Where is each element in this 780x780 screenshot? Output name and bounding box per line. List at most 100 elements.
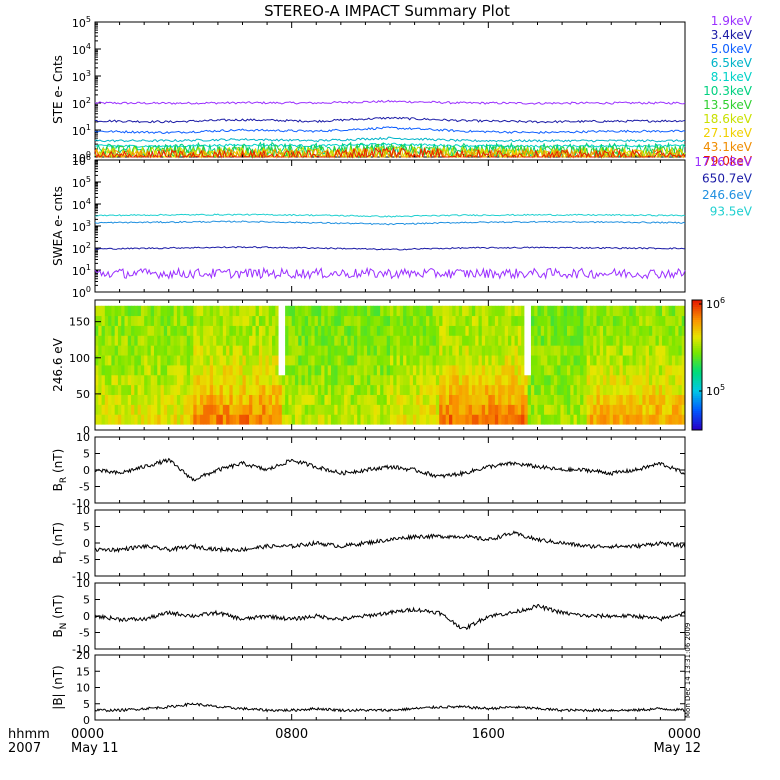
pad-cell xyxy=(412,394,417,405)
pad-cell xyxy=(95,374,99,386)
pad-cell xyxy=(347,374,352,386)
pad-cell xyxy=(560,374,565,386)
pad-cell xyxy=(314,414,319,425)
pad-cell xyxy=(658,305,663,317)
pad-cell xyxy=(347,404,352,415)
pad-cell xyxy=(350,414,355,425)
pad-cell xyxy=(104,404,109,415)
pad-cell xyxy=(612,384,617,396)
pad-cell xyxy=(380,325,384,336)
pad-cell xyxy=(435,305,440,317)
pad-cell xyxy=(294,345,299,356)
pad-cell xyxy=(137,374,142,386)
pad-cell xyxy=(678,335,683,346)
pad-cell xyxy=(104,365,109,376)
pad-cell xyxy=(249,305,253,317)
pad-cell xyxy=(544,414,548,425)
pad-cell xyxy=(344,355,348,366)
pad-cell xyxy=(452,384,456,396)
pad-cell xyxy=(609,414,614,425)
pad-cell xyxy=(255,394,260,405)
colorbar-segment xyxy=(692,427,702,431)
pad-cell xyxy=(373,325,378,336)
pad-cell xyxy=(468,305,473,317)
pad-cell xyxy=(357,404,361,415)
pad-cell xyxy=(170,394,175,405)
pad-cell xyxy=(635,305,640,317)
pad-cell xyxy=(353,384,358,396)
pad-cell xyxy=(199,345,204,356)
pad-cell xyxy=(311,404,316,415)
pad-cell xyxy=(291,335,296,346)
pad-cell xyxy=(206,325,211,336)
pad-cell xyxy=(183,355,188,366)
pad-cell xyxy=(160,374,165,386)
pad-cell xyxy=(134,404,139,415)
pad-cell xyxy=(180,374,184,386)
pad-cell xyxy=(567,404,571,415)
pad-cell xyxy=(412,355,417,366)
pad-cell xyxy=(150,345,155,356)
pad-cell xyxy=(586,374,591,386)
pad-cell xyxy=(353,394,358,405)
pad-cell xyxy=(390,365,394,376)
swea-series-93.5eV xyxy=(95,213,686,218)
pad-cell xyxy=(170,365,175,376)
pad-cell xyxy=(337,345,342,356)
pad-cell xyxy=(540,414,545,425)
pad-cell xyxy=(281,325,286,336)
pad-cell xyxy=(239,335,243,346)
pad-cell xyxy=(363,315,368,326)
pad-cell xyxy=(589,315,594,326)
pad-cell xyxy=(645,365,650,376)
pad-cell xyxy=(583,414,588,425)
pad-cell xyxy=(314,345,319,356)
pad-cell xyxy=(167,335,171,346)
pad-cell xyxy=(275,315,279,326)
pad-cell xyxy=(642,325,647,336)
pad-cell xyxy=(609,315,614,326)
pad-cell xyxy=(550,345,555,356)
colorbar-segment xyxy=(692,339,702,342)
pad-cell xyxy=(652,305,656,317)
pad-cell xyxy=(393,315,397,326)
pad-cell xyxy=(622,414,627,425)
pad-cell xyxy=(390,345,394,356)
pad-cell xyxy=(616,355,620,366)
pad-cell xyxy=(593,414,597,425)
ste-legend-8.1keV: 8.1keV xyxy=(711,70,753,84)
ste-series-10.3keV xyxy=(94,141,686,158)
pad-cell xyxy=(95,384,99,396)
bt-y-tick-label: -5 xyxy=(79,554,90,567)
time-unit-label: hhmm xyxy=(8,727,50,742)
pad-cell xyxy=(327,325,332,336)
pad-cell xyxy=(563,315,568,326)
pad-cell xyxy=(249,414,253,425)
pad-cell xyxy=(419,305,424,317)
pad-cell xyxy=(498,394,502,405)
pad-cell xyxy=(386,345,391,356)
pad-cell xyxy=(121,365,125,376)
pad-cell xyxy=(557,315,561,326)
pad-cell xyxy=(183,384,188,396)
pad-cell xyxy=(419,384,424,396)
pad-cell xyxy=(239,384,243,396)
swea-series-1716.8eV xyxy=(94,266,686,280)
pad-cell xyxy=(563,404,568,415)
pad-cell xyxy=(616,325,620,336)
pad-cell xyxy=(442,384,447,396)
pad-cell xyxy=(616,315,620,326)
ste-y-axis-label: STE e- Cnts xyxy=(51,55,65,124)
pad-cell xyxy=(291,305,296,317)
pad-cell xyxy=(285,345,289,356)
pad-cell xyxy=(370,414,375,425)
pad-cell xyxy=(616,305,620,317)
pad-cell xyxy=(462,355,466,366)
pad-cell xyxy=(301,315,306,326)
pad-cell xyxy=(104,374,109,386)
pad-cell xyxy=(285,365,289,376)
pad-cell xyxy=(340,394,345,405)
pad-cell xyxy=(173,355,178,366)
pad-cell xyxy=(347,315,352,326)
pad-cell xyxy=(163,305,168,317)
